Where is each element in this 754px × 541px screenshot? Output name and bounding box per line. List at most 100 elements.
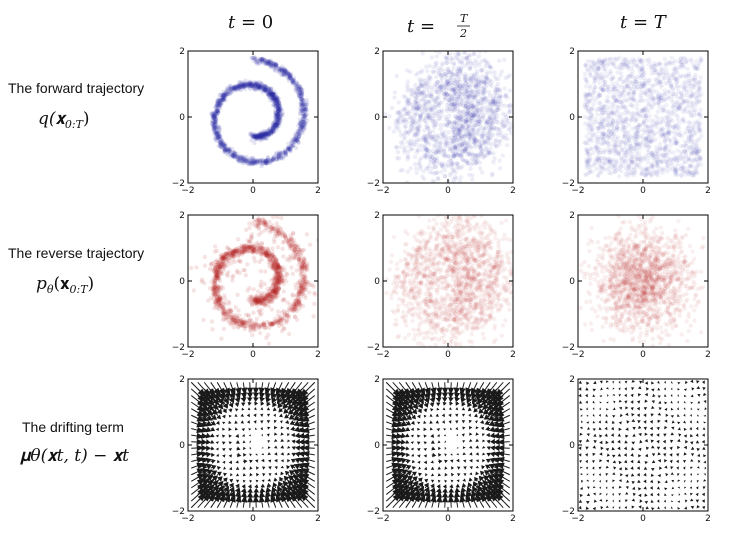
scatter-point bbox=[473, 64, 478, 69]
scatter-point bbox=[439, 169, 444, 175]
scatter-point bbox=[271, 103, 276, 108]
scatter-point bbox=[405, 180, 410, 183]
scatter-point bbox=[671, 91, 676, 97]
scatter-point bbox=[223, 92, 228, 98]
scatter-point bbox=[278, 106, 284, 111]
scatter-point bbox=[223, 91, 228, 96]
scatter-point bbox=[212, 124, 218, 129]
scatter-point bbox=[261, 130, 266, 136]
scatter-point bbox=[481, 114, 486, 120]
scatter-point bbox=[462, 141, 467, 146]
scatter-point bbox=[230, 150, 235, 155]
scatter-point bbox=[274, 156, 279, 162]
scatter-point bbox=[297, 121, 302, 126]
scatter-point bbox=[231, 153, 236, 159]
scatter-point bbox=[494, 119, 499, 125]
scatter-point bbox=[270, 92, 275, 97]
scatter-point bbox=[446, 82, 451, 87]
scatter-point bbox=[270, 127, 276, 132]
scatter-point bbox=[222, 147, 228, 153]
scatter-point bbox=[417, 158, 422, 163]
scatter-point bbox=[299, 96, 305, 102]
scatter-point bbox=[304, 97, 309, 103]
scatter-point bbox=[279, 72, 285, 78]
scatter-point bbox=[236, 156, 242, 162]
scatter-point bbox=[667, 74, 672, 80]
scatter-point bbox=[431, 143, 436, 149]
scatter-point bbox=[304, 102, 309, 107]
scatter-point bbox=[415, 147, 420, 153]
scatter-point bbox=[261, 85, 266, 91]
scatter-point bbox=[283, 68, 288, 74]
scatter-point bbox=[224, 91, 230, 97]
scatter-point bbox=[459, 99, 464, 104]
scatter-point bbox=[453, 174, 458, 180]
scatter-point bbox=[444, 92, 450, 97]
scatter-point bbox=[303, 104, 308, 110]
scatter-point bbox=[259, 58, 265, 64]
scatter-point bbox=[405, 103, 410, 108]
scatter-point bbox=[238, 84, 243, 90]
scatter-point bbox=[254, 82, 259, 87]
scatter-point bbox=[476, 114, 482, 120]
scatter-point bbox=[654, 121, 659, 126]
scatter-point bbox=[275, 115, 280, 120]
scatter-point bbox=[447, 136, 452, 141]
scatter-point bbox=[245, 82, 250, 87]
scatter-point bbox=[272, 122, 278, 127]
scatter-point bbox=[622, 131, 627, 137]
scatter-point bbox=[596, 129, 601, 134]
scatter-point bbox=[465, 93, 471, 98]
scatter-point bbox=[240, 82, 245, 87]
scatter-point bbox=[241, 84, 246, 90]
scatter-point bbox=[266, 93, 272, 98]
scatter-point bbox=[210, 118, 215, 123]
scatter-point bbox=[250, 81, 255, 86]
scatter-point bbox=[480, 126, 485, 131]
scatter-point bbox=[638, 146, 643, 151]
scatter-point bbox=[506, 109, 511, 115]
scatter-point bbox=[473, 153, 479, 158]
scatter-point bbox=[249, 81, 254, 87]
scatter-point bbox=[448, 75, 453, 81]
scatter-point bbox=[241, 82, 246, 88]
scatter-point bbox=[678, 56, 684, 61]
scatter-point bbox=[405, 157, 410, 162]
scatter-point bbox=[422, 176, 427, 182]
scatter-point bbox=[465, 55, 470, 60]
scatter-point bbox=[254, 161, 259, 166]
scatter-point bbox=[477, 114, 483, 120]
scatter-point bbox=[426, 116, 432, 122]
scatter-point bbox=[298, 127, 303, 132]
scatter-point bbox=[270, 96, 275, 101]
scatter-point bbox=[266, 132, 272, 138]
scatter-point bbox=[260, 136, 266, 142]
scatter-point bbox=[627, 91, 632, 97]
scatter-point bbox=[215, 138, 220, 143]
scatter-point bbox=[263, 133, 268, 138]
scatter-point bbox=[411, 104, 417, 109]
scatter-point bbox=[495, 107, 500, 113]
scatter-point bbox=[244, 159, 249, 164]
scatter-point bbox=[474, 76, 479, 82]
scatter-point bbox=[468, 61, 474, 66]
scatter-point bbox=[226, 150, 231, 155]
scatter-point bbox=[297, 111, 303, 117]
scatter-point bbox=[275, 97, 280, 103]
scatter-point bbox=[601, 126, 607, 131]
scatter-point bbox=[469, 114, 474, 120]
scatter-point bbox=[218, 137, 223, 143]
scatter-point bbox=[480, 115, 486, 120]
scatter-point bbox=[275, 101, 280, 106]
scatter-point bbox=[251, 161, 256, 167]
scatter-point bbox=[453, 91, 459, 96]
scatter-point bbox=[591, 102, 596, 107]
scatter-point bbox=[507, 88, 512, 93]
scatter-point bbox=[281, 154, 286, 159]
scatter-point bbox=[262, 128, 267, 134]
scatter-point bbox=[455, 68, 461, 73]
scatter-point bbox=[452, 61, 457, 66]
scatter-point bbox=[449, 82, 455, 88]
scatter-point bbox=[468, 118, 474, 124]
scatter-point bbox=[244, 160, 250, 165]
